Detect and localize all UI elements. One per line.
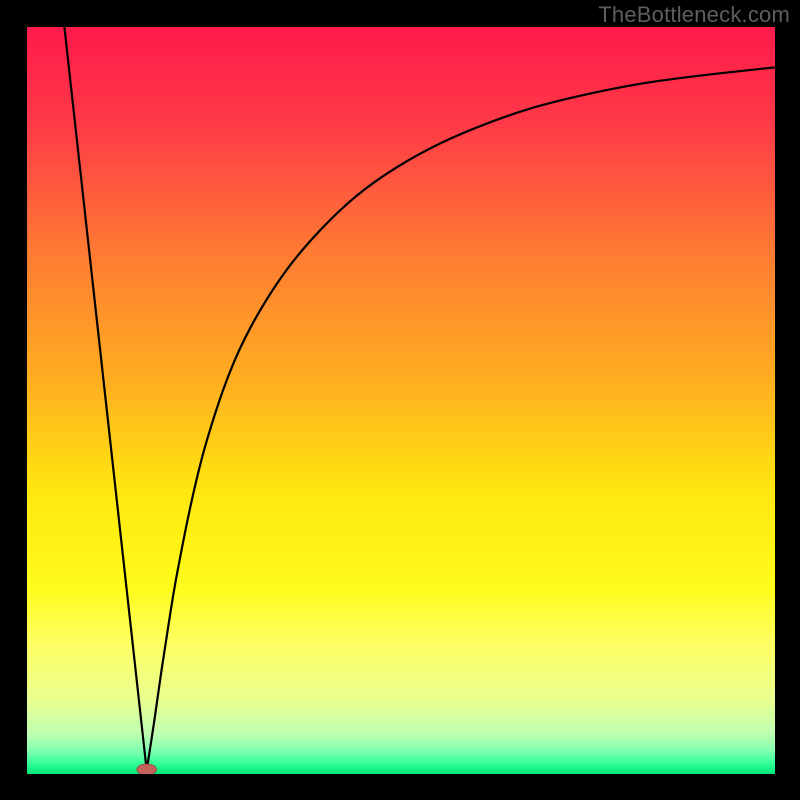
figure-root: TheBottleneck.com [0,0,800,800]
plot-area [27,27,775,774]
gradient-background [27,27,775,774]
watermark-text: TheBottleneck.com [598,2,790,28]
dip-marker [137,764,156,774]
chart-svg [27,27,775,774]
